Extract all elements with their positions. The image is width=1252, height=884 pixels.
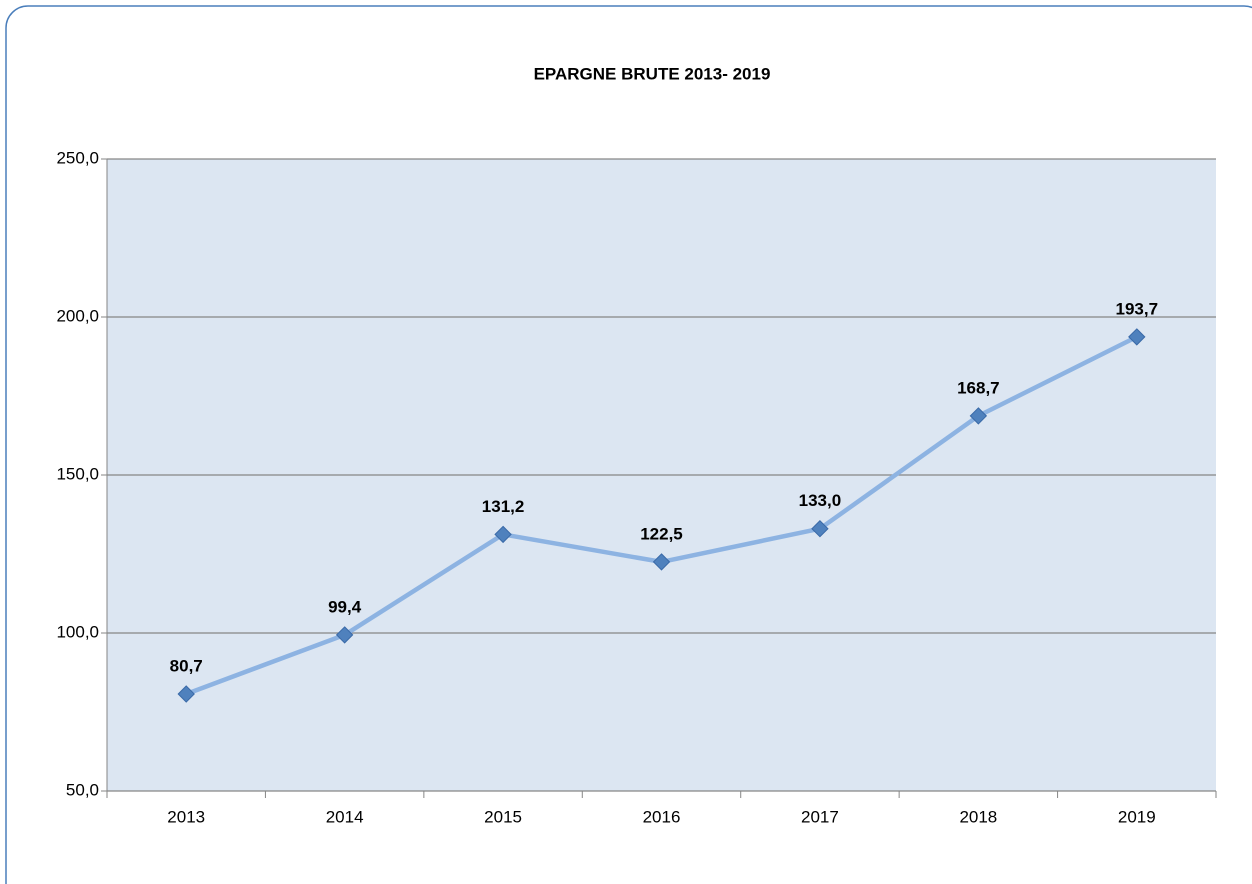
marker bbox=[1128, 328, 1146, 346]
data-label: 168,7 bbox=[957, 378, 1000, 397]
marker bbox=[335, 626, 354, 644]
data-label: 99,4 bbox=[328, 597, 362, 616]
data-label: 80,7 bbox=[170, 656, 203, 675]
x-tick-label: 2017 bbox=[801, 807, 839, 826]
marker bbox=[652, 553, 671, 571]
x-tick-label: 2015 bbox=[484, 807, 522, 826]
chart-title: EPARGNE BRUTE 2013- 2019 bbox=[534, 64, 771, 83]
data-label: 122,5 bbox=[640, 524, 683, 543]
marker bbox=[969, 407, 988, 425]
y-tick-label: 50,0 bbox=[66, 780, 99, 799]
data-label: 131,2 bbox=[482, 497, 525, 516]
x-tick-label: 2014 bbox=[326, 807, 364, 826]
x-tick-label: 2019 bbox=[1118, 807, 1156, 826]
data-label: 133,0 bbox=[799, 491, 842, 510]
x-tick-label: 2013 bbox=[167, 807, 205, 826]
y-tick-label: 100,0 bbox=[56, 622, 99, 641]
y-tick-label: 150,0 bbox=[56, 464, 99, 483]
marker bbox=[494, 525, 512, 544]
data-label: 193,7 bbox=[1116, 299, 1159, 318]
y-tick-label: 200,0 bbox=[56, 306, 99, 325]
x-tick-label: 2016 bbox=[643, 807, 681, 826]
marker bbox=[177, 685, 195, 703]
marker bbox=[811, 520, 829, 538]
y-tick-label: 250,0 bbox=[56, 148, 99, 167]
x-tick-label: 2018 bbox=[959, 807, 997, 826]
